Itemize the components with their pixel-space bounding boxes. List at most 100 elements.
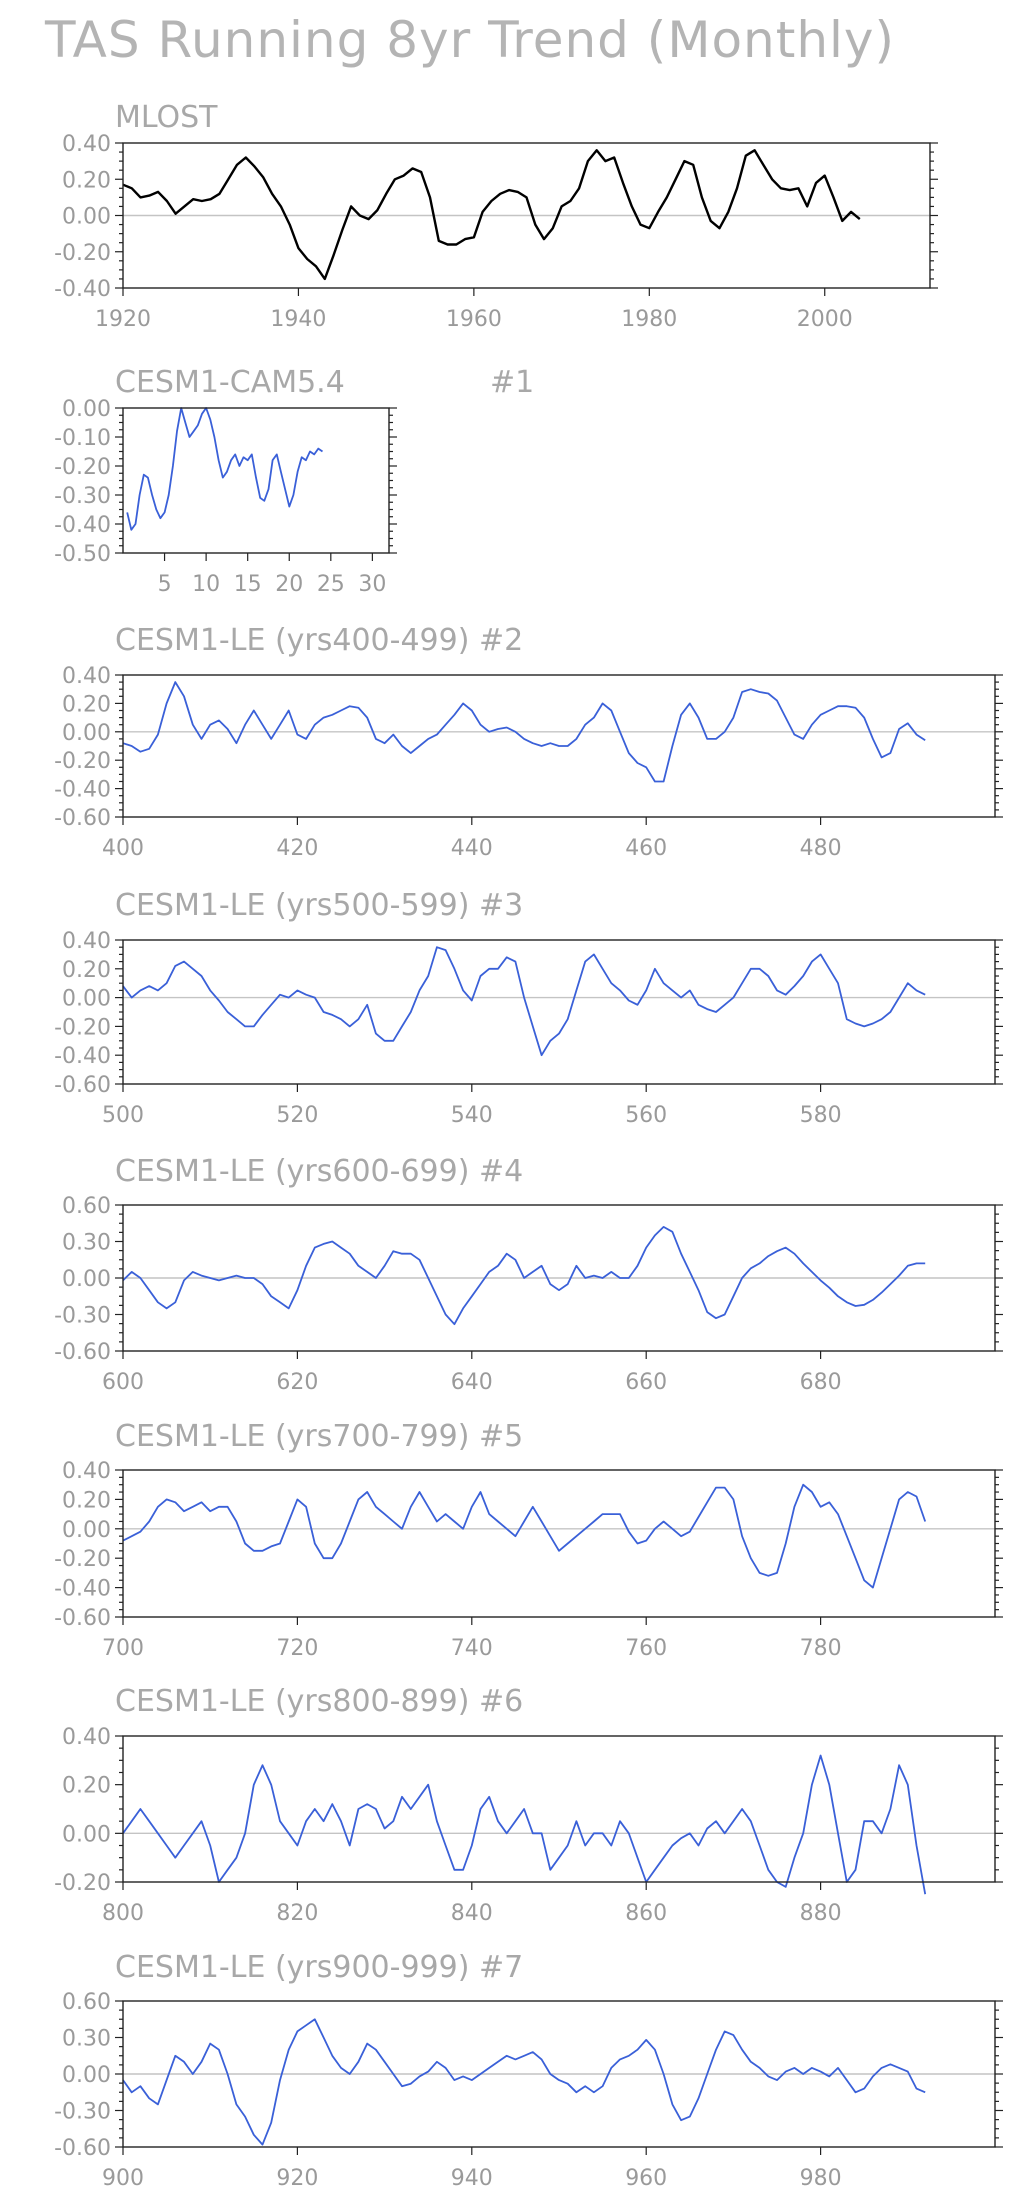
chart-3-ytick-label: -0.60 [54, 806, 111, 831]
chart-7-xtick-label: 800 [102, 1901, 144, 1926]
chart-2-xtick-label: 5 [158, 572, 172, 597]
chart-8-xtick-label: 940 [451, 2166, 493, 2191]
chart-5-xtick-label: 620 [276, 1370, 318, 1395]
chart-4-ytick-label: 0.20 [62, 958, 111, 983]
chart-1-xtick-label: 1920 [95, 307, 151, 332]
chart-4-xtick-label: 540 [451, 1103, 493, 1128]
chart-5-xtick-label: 600 [102, 1370, 144, 1395]
chart-4-ytick-label: -0.20 [54, 1015, 111, 1040]
chart-2-xtick-label: 15 [234, 572, 262, 597]
chart-5-xtick-label: 640 [451, 1370, 493, 1395]
chart-7-ytick-label: 0.00 [62, 1822, 111, 1847]
chart-2-ytick-label: -0.10 [54, 426, 111, 451]
chart-2-group: CESM1-CAM5.4 #1 -0.50 -0.40 -0.30 -0.20 -0.10 0… [54, 365, 534, 597]
chart-7-ytick-label: 0.40 [62, 1725, 111, 1750]
chart-2-xtick-label: 20 [275, 572, 303, 597]
chart-2-xtick-label: 25 [317, 572, 345, 597]
chart-1-frame [122, 142, 931, 289]
chart-6-xtick-label: 740 [451, 1636, 493, 1661]
chart-2-xtick-label: 10 [192, 572, 220, 597]
chart-6-ytick-label: 0.00 [62, 1518, 111, 1543]
chart-6-series-line-1 [122, 1483, 927, 1589]
chart-1-ytick-label: 0.20 [62, 168, 111, 193]
chart-5-xtick-label: 680 [800, 1370, 842, 1395]
chart-2-ytick-label: -0.40 [54, 513, 111, 538]
chart-8-xtick-label: 980 [800, 2166, 842, 2191]
chart-4-xtick-label: 500 [102, 1103, 144, 1128]
chart-4-ytick-label: 0.40 [62, 929, 111, 954]
chart-2-series-line-1 [126, 407, 324, 531]
chart-5-xtick-label: 660 [625, 1370, 667, 1395]
chart-1-xtick-label: 1960 [446, 307, 502, 332]
chart-2-subtitle: #1 [490, 365, 534, 400]
chart-8-title: CESM1-LE (yrs900-999) #7 [115, 1950, 523, 1985]
chart-6-ytick-label: -0.40 [54, 1577, 111, 1602]
chart-1-ytick-label: 0.40 [62, 132, 111, 157]
chart-5-title: CESM1-LE (yrs600-699) #4 [115, 1154, 523, 1189]
chart-6-xtick-label: 780 [800, 1636, 842, 1661]
chart-3-group: CESM1-LE (yrs400-499) #2 -0.60 -0.40 -0.20 0… [54, 623, 1003, 861]
chart-7-frame [122, 1735, 996, 1883]
chart-4-ytick-label: 0.00 [62, 987, 111, 1012]
chart-3-xtick-label: 480 [800, 836, 842, 861]
chart-1-group: MLOST -0.40 -0.20 0.00 0.20 0.40 1920 1940 1960 1… [54, 100, 938, 332]
chart-4-xtick-label: 560 [625, 1103, 667, 1128]
chart-6-ytick-label: 0.40 [62, 1459, 111, 1484]
page-title: TAS Running 8yr Trend (Monthly) [44, 11, 896, 69]
chart-4-series-line-1 [122, 946, 926, 1057]
chart-8-frame [122, 2000, 996, 2148]
chart-1-ytick-label: -0.20 [54, 241, 111, 266]
chart-6-title: CESM1-LE (yrs700-799) #5 [115, 1419, 523, 1454]
chart-2-ytick-label: 0.00 [62, 397, 111, 422]
chart-3-xtick-label: 440 [451, 836, 493, 861]
chart-3-xtick-label: 400 [102, 836, 144, 861]
chart-8-ytick-label: 0.60 [62, 1990, 111, 2015]
chart-5-ytick-label: -0.60 [54, 1340, 111, 1365]
chart-5-ytick-label: 0.30 [62, 1231, 111, 1256]
chart-3-title: CESM1-LE (yrs400-499) #2 [115, 623, 523, 658]
chart-5-ytick-label: -0.30 [54, 1304, 111, 1329]
chart-2-ytick-label: -0.50 [54, 542, 111, 567]
chart-3-ytick-label: 0.40 [62, 664, 111, 689]
chart-7-title: CESM1-LE (yrs800-899) #6 [115, 1684, 523, 1719]
chart-2-ytick-label: -0.20 [54, 455, 111, 480]
chart-5-ytick-label: 0.60 [62, 1194, 111, 1219]
chart-5-ytick-label: 0.00 [62, 1267, 111, 1292]
chart-7-series-line-1 [122, 1754, 927, 1895]
chart-1-ytick-label: 0.00 [62, 205, 111, 230]
chart-3-frame [122, 674, 996, 818]
chart-6-xtick-label: 700 [102, 1636, 144, 1661]
chart-8-ytick-label: -0.30 [54, 2100, 111, 2125]
chart-4-ytick-label: -0.40 [54, 1044, 111, 1069]
chart-6-ytick-label: 0.20 [62, 1488, 111, 1513]
chart-6-xtick-label: 720 [276, 1636, 318, 1661]
chart-7-xtick-label: 860 [625, 1901, 667, 1926]
chart-8-group: CESM1-LE (yrs900-999) #7 -0.60 -0.30 0.00 0.… [54, 1950, 1003, 2191]
chart-7-ytick-label: 0.20 [62, 1774, 111, 1799]
chart-1-series-line-1 [122, 149, 861, 281]
chart-8-ytick-label: 0.00 [62, 2063, 111, 2088]
chart-5-group: CESM1-LE (yrs600-699) #4 -0.60 -0.30 0.00 0.… [54, 1154, 1003, 1395]
chart-8-ytick-label: 0.30 [62, 2027, 111, 2052]
chart-2-title: CESM1-CAM5.4 [115, 365, 345, 400]
chart-3-ytick-label: -0.40 [54, 778, 111, 803]
chart-2-ytick-label: -0.30 [54, 484, 111, 509]
chart-8-xtick-label: 960 [625, 2166, 667, 2191]
chart-3-xtick-label: 460 [625, 836, 667, 861]
chart-8-series-line-1 [122, 2018, 926, 2146]
chart-6-group: CESM1-LE (yrs700-799) #5 -0.60 -0.40 -0.20 0… [54, 1419, 1003, 1661]
chart-4-frame [122, 939, 996, 1085]
chart-7-ytick-label: -0.20 [54, 1871, 111, 1896]
chart-7-xtick-label: 820 [276, 1901, 318, 1926]
chart-4-ytick-label: -0.60 [54, 1073, 111, 1098]
chart-8-xtick-label: 900 [102, 2166, 144, 2191]
chart-8-xtick-label: 920 [276, 2166, 318, 2191]
chart-7-xtick-label: 880 [800, 1901, 842, 1926]
chart-1-title: MLOST [115, 100, 218, 135]
chart-7-xtick-label: 840 [451, 1901, 493, 1926]
chart-6-ytick-label: -0.20 [54, 1547, 111, 1572]
chart-7-group: CESM1-LE (yrs800-899) #6 -0.20 0.00 0.20 0.4… [54, 1684, 1003, 1926]
chart-6-ytick-label: -0.60 [54, 1606, 111, 1631]
chart-2-xtick-label: 30 [358, 572, 386, 597]
